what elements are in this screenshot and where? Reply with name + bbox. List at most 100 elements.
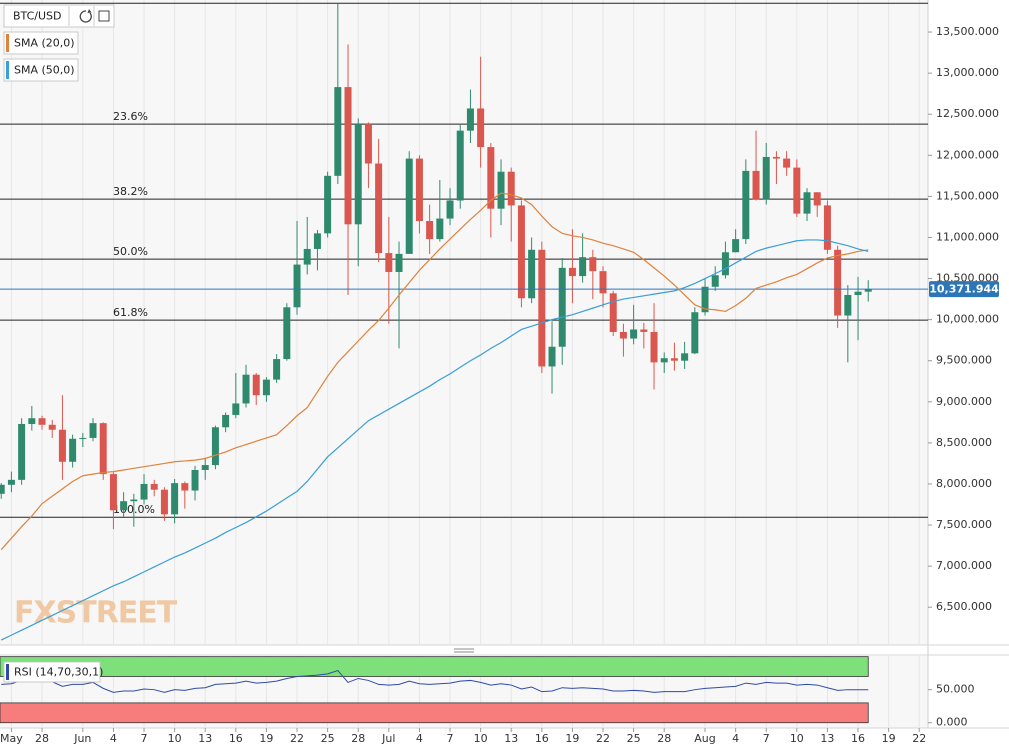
- candles: [0, 3, 928, 530]
- y-tick-label: 7,500.000: [936, 518, 992, 531]
- x-tick-label: 4: [416, 732, 423, 745]
- last-price-box: [929, 281, 999, 298]
- candle-body: [293, 264, 301, 308]
- candle-body: [650, 331, 658, 363]
- candle-body: [752, 170, 760, 200]
- candle-body: [130, 499, 138, 502]
- candle-body: [803, 192, 811, 214]
- legend-box[interactable]: [3, 661, 101, 683]
- legend-swatch: [6, 664, 9, 680]
- fib-label: 38.2%: [113, 185, 148, 198]
- candle-body: [140, 483, 148, 500]
- candle-body: [538, 249, 546, 367]
- candle-body: [364, 124, 372, 164]
- candle-body: [48, 424, 56, 430]
- x-tick-label: 19: [259, 732, 273, 745]
- fib-label: 61.8%: [113, 306, 148, 319]
- x-tick-label: 22: [596, 732, 610, 745]
- resize-handle[interactable]: [454, 648, 474, 653]
- sma-lines: [0, 192, 869, 641]
- candle-body: [762, 156, 770, 200]
- candle-body: [660, 358, 668, 363]
- legend-swatch: [6, 34, 9, 52]
- candle-body: [89, 423, 97, 438]
- legend-label: RSI (14,70,30,1): [14, 666, 103, 679]
- candle-body: [466, 108, 474, 131]
- candle-body: [844, 294, 852, 316]
- x-tick-label: 10: [168, 732, 182, 745]
- candle-body: [487, 147, 495, 209]
- candle-body: [783, 158, 791, 168]
- last-price-label: 10,371.944: [929, 283, 999, 296]
- candle-body: [793, 167, 801, 214]
- fib-label: 50.0%: [113, 245, 148, 258]
- y-tick-label: 10,000.000: [936, 313, 999, 326]
- candle-body: [670, 358, 678, 361]
- candle-body: [375, 163, 383, 254]
- candle-body: [171, 483, 179, 515]
- x-tick-label: 7: [763, 732, 770, 745]
- legend-swatch: [6, 61, 9, 79]
- candle-body: [324, 175, 332, 234]
- y-tick-label: 12,500.000: [936, 107, 999, 120]
- x-tick-label: 16: [535, 732, 549, 745]
- fib-label: 0.0%: [113, 0, 141, 2]
- candle-body: [558, 267, 566, 347]
- candle-body: [385, 253, 393, 272]
- candle-body: [456, 130, 464, 201]
- candle-body: [7, 479, 15, 485]
- x-tick-label: 28: [351, 732, 365, 745]
- legend-box[interactable]: [3, 58, 79, 82]
- candle-body: [823, 205, 831, 250]
- candle-body: [283, 307, 291, 360]
- candle-body: [262, 379, 270, 396]
- x-tick-label: Jun: [73, 732, 91, 745]
- x-tick-label: Aug: [694, 732, 715, 745]
- oversold-band: [0, 702, 869, 724]
- price-panel: [0, 0, 928, 645]
- fib-levels: 0.0%23.6%38.2%50.0%61.8%100.0%: [0, 0, 928, 518]
- candle-body: [18, 423, 26, 480]
- candle-body: [446, 200, 454, 219]
- x-tick-label: 13: [504, 732, 518, 745]
- settings-icon[interactable]: [98, 10, 110, 22]
- refresh-icon[interactable]: [87, 9, 92, 13]
- candle-body: [436, 218, 444, 240]
- legend-box[interactable]: [3, 31, 79, 55]
- candle-body: [854, 291, 862, 295]
- y-tick-label: 11,500.000: [936, 189, 999, 202]
- candle-body: [222, 414, 230, 428]
- y-tick-label: 9,000.000: [936, 395, 992, 408]
- y-tick-label: 6,500.000: [936, 600, 992, 613]
- candle-body: [813, 192, 821, 206]
- x-tick-label: 16: [229, 732, 243, 745]
- candle-body: [681, 353, 689, 361]
- candle-body: [640, 329, 648, 332]
- x-tick-label: 25: [627, 732, 641, 745]
- x-tick-label: 16: [851, 732, 865, 745]
- x-tick-label: 19: [882, 732, 896, 745]
- candle-body: [160, 489, 168, 515]
- x-tick-label: 25: [321, 732, 335, 745]
- candle-body: [415, 158, 423, 222]
- candle-body: [120, 501, 128, 511]
- fib-label: 23.6%: [113, 110, 148, 123]
- candle-body: [721, 252, 729, 276]
- x-tick-label: 4: [110, 732, 117, 745]
- y-tick-label: 9,500.000: [936, 354, 992, 367]
- candle-body: [109, 474, 117, 511]
- y-tick-label: 8,500.000: [936, 436, 992, 449]
- candle-body: [201, 465, 209, 470]
- candle-body: [38, 418, 46, 425]
- x-tick-label: 7: [141, 732, 148, 745]
- candle-body: [0, 484, 5, 494]
- refresh-icon[interactable]: [79, 10, 92, 23]
- candle-body: [507, 171, 515, 206]
- watermark: FXSTREET: [14, 596, 178, 631]
- y-tick-label: 8,000.000: [936, 477, 992, 490]
- sma-line: [0, 192, 869, 551]
- candle-body: [630, 329, 638, 339]
- y-tick-label: 13,000.000: [936, 66, 999, 79]
